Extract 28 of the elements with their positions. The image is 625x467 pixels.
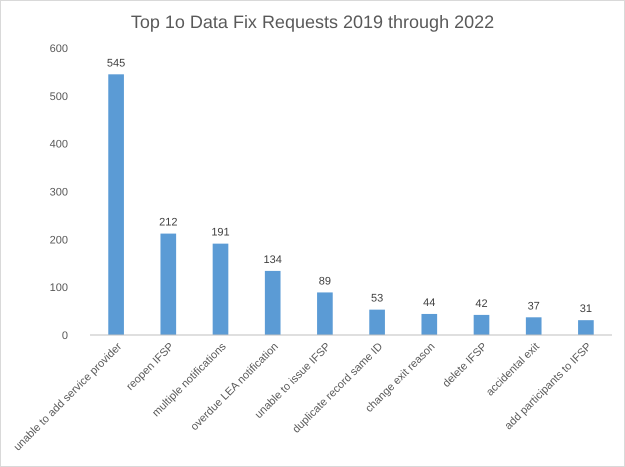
y-tick-label: 0	[62, 330, 68, 342]
bar	[421, 314, 438, 335]
data-label: 31	[580, 303, 592, 316]
bar	[317, 292, 333, 335]
y-tick-label: 600	[50, 43, 68, 55]
bar	[526, 317, 542, 335]
bar	[108, 74, 124, 335]
data-label: 545	[106, 57, 126, 70]
y-tick-label: 400	[50, 138, 68, 151]
data-label: 42	[475, 298, 488, 310]
data-label: 89	[318, 275, 332, 288]
data-label: 44	[423, 296, 436, 309]
bar	[212, 244, 228, 335]
y-tick-label: 100	[50, 282, 68, 294]
chart-title: Top 1o Data Fix Requests 2019 through 2022	[130, 12, 494, 32]
bar	[369, 310, 385, 335]
y-tick-label: 500	[50, 90, 68, 103]
bar	[474, 314, 490, 335]
bar	[578, 320, 594, 335]
y-tick-label: 300	[50, 186, 68, 198]
data-label: 37	[528, 300, 540, 312]
data-label: 212	[159, 216, 178, 229]
y-tick-label: 200	[50, 234, 68, 246]
data-label: 191	[211, 226, 230, 239]
bar	[264, 270, 281, 335]
data-label: 53	[370, 292, 384, 305]
bar	[160, 234, 176, 335]
data-label: 134	[264, 254, 282, 266]
